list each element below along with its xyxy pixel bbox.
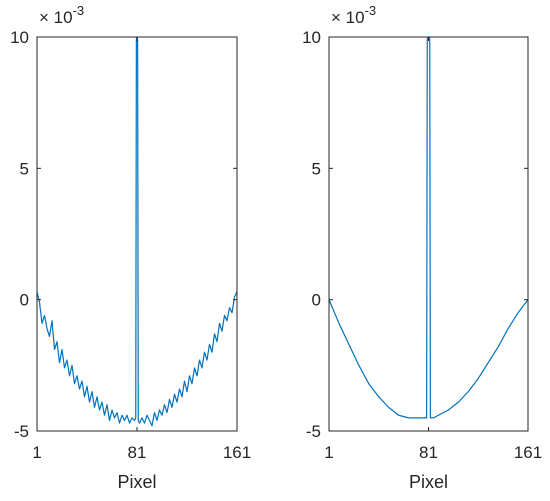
y-tick-label: 0 <box>312 291 321 310</box>
x-axis-label: Pixel <box>409 472 448 492</box>
y-tick-label: -5 <box>14 422 29 441</box>
y-tick-label: -5 <box>306 422 321 441</box>
left-panel: -5 0 5 10 1 81 161 Pixel × 10-3 <box>10 3 251 492</box>
x-axis-label: Pixel <box>117 472 156 492</box>
y-tick-label: 10 <box>10 28 29 47</box>
y-tick-label: 0 <box>20 291 29 310</box>
series-line <box>36 36 238 427</box>
x-tick-label: 161 <box>514 443 542 462</box>
y-tick-label: 10 <box>302 28 321 47</box>
y-exponent-label: × 10-3 <box>331 3 376 27</box>
series-line <box>328 36 529 419</box>
axes-box <box>328 36 529 432</box>
y-exponent-label: × 10-3 <box>39 3 84 27</box>
x-tick-label: 81 <box>128 443 147 462</box>
x-tick-label: 161 <box>223 443 251 462</box>
x-tick-label: 1 <box>32 443 41 462</box>
x-tick-label: 1 <box>324 443 333 462</box>
x-tick-label: 81 <box>419 443 438 462</box>
y-tick-label: 5 <box>312 159 321 178</box>
axes-box <box>36 36 238 432</box>
y-tick-label: 5 <box>20 159 29 178</box>
right-panel: -5 0 5 10 1 81 161 Pixel × 10-3 <box>302 3 542 492</box>
